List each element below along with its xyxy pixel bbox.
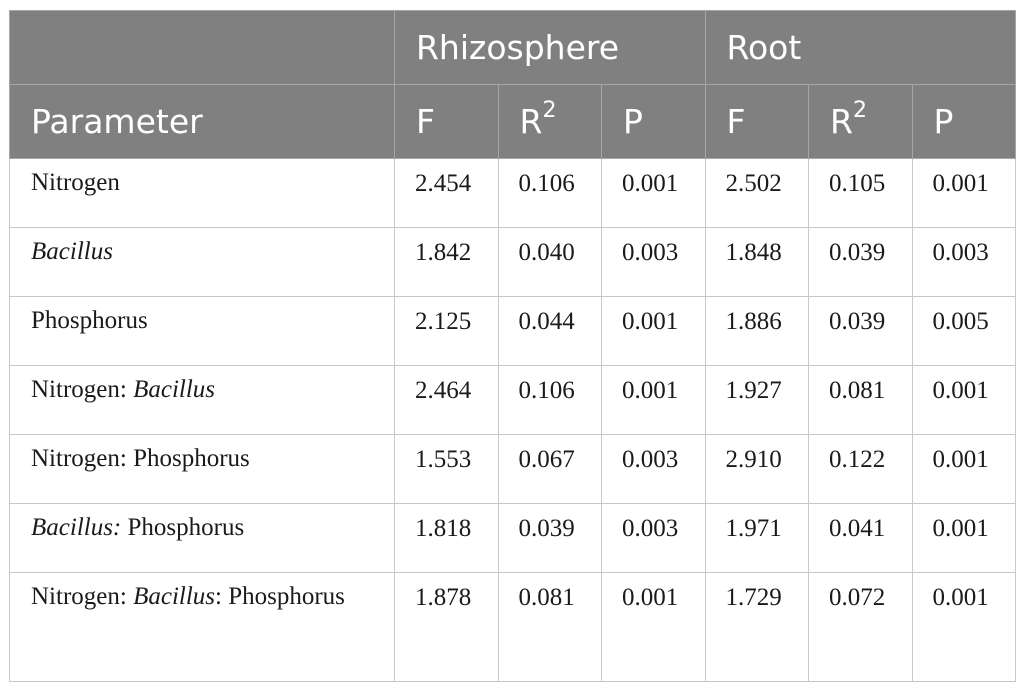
header-row-groups: Rhizosphere Root bbox=[9, 10, 1017, 85]
value-cell-root-f: 2.502 bbox=[704, 158, 810, 228]
parameter-text: Nitrogen: bbox=[31, 376, 134, 403]
parameter-text: Bacillus bbox=[31, 238, 113, 265]
value-cell-root-r2: 0.072 bbox=[808, 572, 913, 682]
value-cell-rhizosphere-f: 1.818 bbox=[394, 503, 499, 573]
parameter-cell: Bacillus: Phosphorus bbox=[9, 503, 395, 573]
header-rhizosphere-p: P bbox=[601, 84, 706, 159]
parameter-cell: Bacillus bbox=[9, 227, 395, 297]
header-group-rhizosphere: Rhizosphere bbox=[394, 10, 706, 85]
r2-superscript: 2 bbox=[542, 98, 557, 123]
table-row: Bacillus: Phosphorus 1.818 0.039 0.003 1.971… bbox=[9, 503, 1017, 573]
table-row: Nitrogen 2.454 0.106 0.001 2.502 0.105 0.001 bbox=[9, 158, 1017, 228]
table-row: Bacillus 1.842 0.040 0.003 1.848 0.039 0.003 bbox=[9, 227, 1017, 297]
value-cell-root-f: 1.971 bbox=[704, 503, 810, 573]
value-cell-rhizosphere-p: 0.003 bbox=[601, 227, 706, 297]
parameter-cell: Phosphorus bbox=[9, 296, 395, 366]
value-cell-rhizosphere-p: 0.003 bbox=[601, 434, 706, 504]
parameter-cell: Nitrogen: Phosphorus bbox=[9, 434, 395, 504]
value-cell-rhizosphere-p: 0.003 bbox=[601, 503, 706, 573]
value-cell-rhizosphere-f: 2.454 bbox=[394, 158, 499, 228]
value-cell-root-p: 0.001 bbox=[911, 365, 1017, 435]
parameter-text: Nitrogen bbox=[31, 169, 120, 196]
header-rhizosphere-f: F bbox=[394, 84, 499, 159]
value-cell-rhizosphere-p: 0.001 bbox=[601, 572, 706, 682]
value-cell-root-p: 0.005 bbox=[911, 296, 1017, 366]
header-empty-cell bbox=[9, 10, 395, 85]
r2-base: R bbox=[519, 102, 543, 141]
table-row: Nitrogen: Phosphorus 1.553 0.067 0.003 2.910… bbox=[9, 434, 1017, 504]
value-cell-rhizosphere-r2: 0.106 bbox=[497, 365, 602, 435]
r2-superscript: 2 bbox=[852, 98, 867, 123]
parameter-text: Nitrogen: Phosphorus bbox=[31, 445, 250, 472]
table-body: Nitrogen 2.454 0.106 0.001 2.502 0.105 0.001 Ba… bbox=[9, 158, 1017, 682]
parameter-text: Bacillus bbox=[133, 583, 216, 610]
value-cell-rhizosphere-r2: 0.081 bbox=[497, 572, 602, 682]
value-cell-root-f: 1.927 bbox=[704, 365, 810, 435]
value-cell-rhizosphere-f: 1.842 bbox=[394, 227, 499, 297]
value-cell-rhizosphere-p: 0.001 bbox=[601, 365, 706, 435]
value-cell-rhizosphere-r2: 0.044 bbox=[497, 296, 602, 366]
value-cell-rhizosphere-r2: 0.040 bbox=[497, 227, 602, 297]
value-cell-root-f: 1.848 bbox=[704, 227, 810, 297]
parameter-text: Nitrogen: bbox=[31, 583, 134, 610]
table-row: Nitrogen: Bacillus: Phosphorus 1.878 0.081… bbox=[9, 572, 1017, 682]
value-cell-root-p: 0.001 bbox=[911, 503, 1017, 573]
parameter-text: Phosphorus bbox=[31, 307, 148, 334]
header-parameter: Parameter bbox=[9, 84, 395, 159]
parameter-text: Bacillus bbox=[133, 376, 216, 403]
value-cell-rhizosphere-f: 1.878 bbox=[394, 572, 499, 682]
value-cell-rhizosphere-f: 2.464 bbox=[394, 365, 499, 435]
value-cell-root-f: 1.729 bbox=[704, 572, 810, 682]
value-cell-root-r2: 0.039 bbox=[808, 227, 913, 297]
value-cell-rhizosphere-p: 0.001 bbox=[601, 296, 706, 366]
value-cell-root-r2: 0.081 bbox=[808, 365, 913, 435]
r2-base: R bbox=[830, 102, 853, 141]
value-cell-rhizosphere-r2: 0.067 bbox=[497, 434, 602, 504]
statistics-table: Rhizosphere Root Parameter F R2 P F R2 P… bbox=[9, 10, 1017, 682]
value-cell-root-p: 0.003 bbox=[911, 227, 1017, 297]
value-cell-root-r2: 0.041 bbox=[808, 503, 913, 573]
value-cell-root-p: 0.001 bbox=[911, 434, 1017, 504]
value-cell-root-r2: 0.105 bbox=[808, 158, 913, 228]
parameter-cell: Nitrogen: Bacillus bbox=[9, 365, 395, 435]
value-cell-root-r2: 0.039 bbox=[808, 296, 913, 366]
header-row-columns: Parameter F R2 P F R2 P bbox=[9, 84, 1017, 159]
parameter-text: Phosphorus bbox=[121, 514, 245, 541]
value-cell-rhizosphere-f: 2.125 bbox=[394, 296, 499, 366]
value-cell-root-r2: 0.122 bbox=[808, 434, 913, 504]
table-container: Rhizosphere Root Parameter F R2 P F R2 P… bbox=[9, 10, 1017, 682]
value-cell-rhizosphere-r2: 0.039 bbox=[497, 503, 602, 573]
header-rhizosphere-r2: R2 bbox=[497, 84, 602, 159]
parameter-text: : Phosphorus bbox=[215, 583, 345, 610]
table-header: Rhizosphere Root Parameter F R2 P F R2 P bbox=[9, 10, 1017, 159]
value-cell-root-p: 0.001 bbox=[911, 158, 1017, 228]
header-root-p: P bbox=[911, 84, 1017, 159]
value-cell-root-f: 2.910 bbox=[704, 434, 810, 504]
value-cell-rhizosphere-p: 0.001 bbox=[601, 158, 706, 228]
value-cell-rhizosphere-r2: 0.106 bbox=[497, 158, 602, 228]
parameter-text: Bacillus: bbox=[31, 514, 122, 541]
value-cell-rhizosphere-f: 1.553 bbox=[394, 434, 499, 504]
value-cell-root-p: 0.001 bbox=[911, 572, 1017, 682]
header-group-root: Root bbox=[704, 10, 1017, 85]
table-row: Phosphorus 2.125 0.044 0.001 1.886 0.039 0.005 bbox=[9, 296, 1017, 366]
header-root-f: F bbox=[704, 84, 810, 159]
parameter-cell: Nitrogen: Bacillus: Phosphorus bbox=[9, 572, 395, 682]
value-cell-root-f: 1.886 bbox=[704, 296, 810, 366]
header-root-r2: R2 bbox=[808, 84, 913, 159]
parameter-cell: Nitrogen bbox=[9, 158, 395, 228]
table-row: Nitrogen: Bacillus 2.464 0.106 0.001 1.927 0.… bbox=[9, 365, 1017, 435]
